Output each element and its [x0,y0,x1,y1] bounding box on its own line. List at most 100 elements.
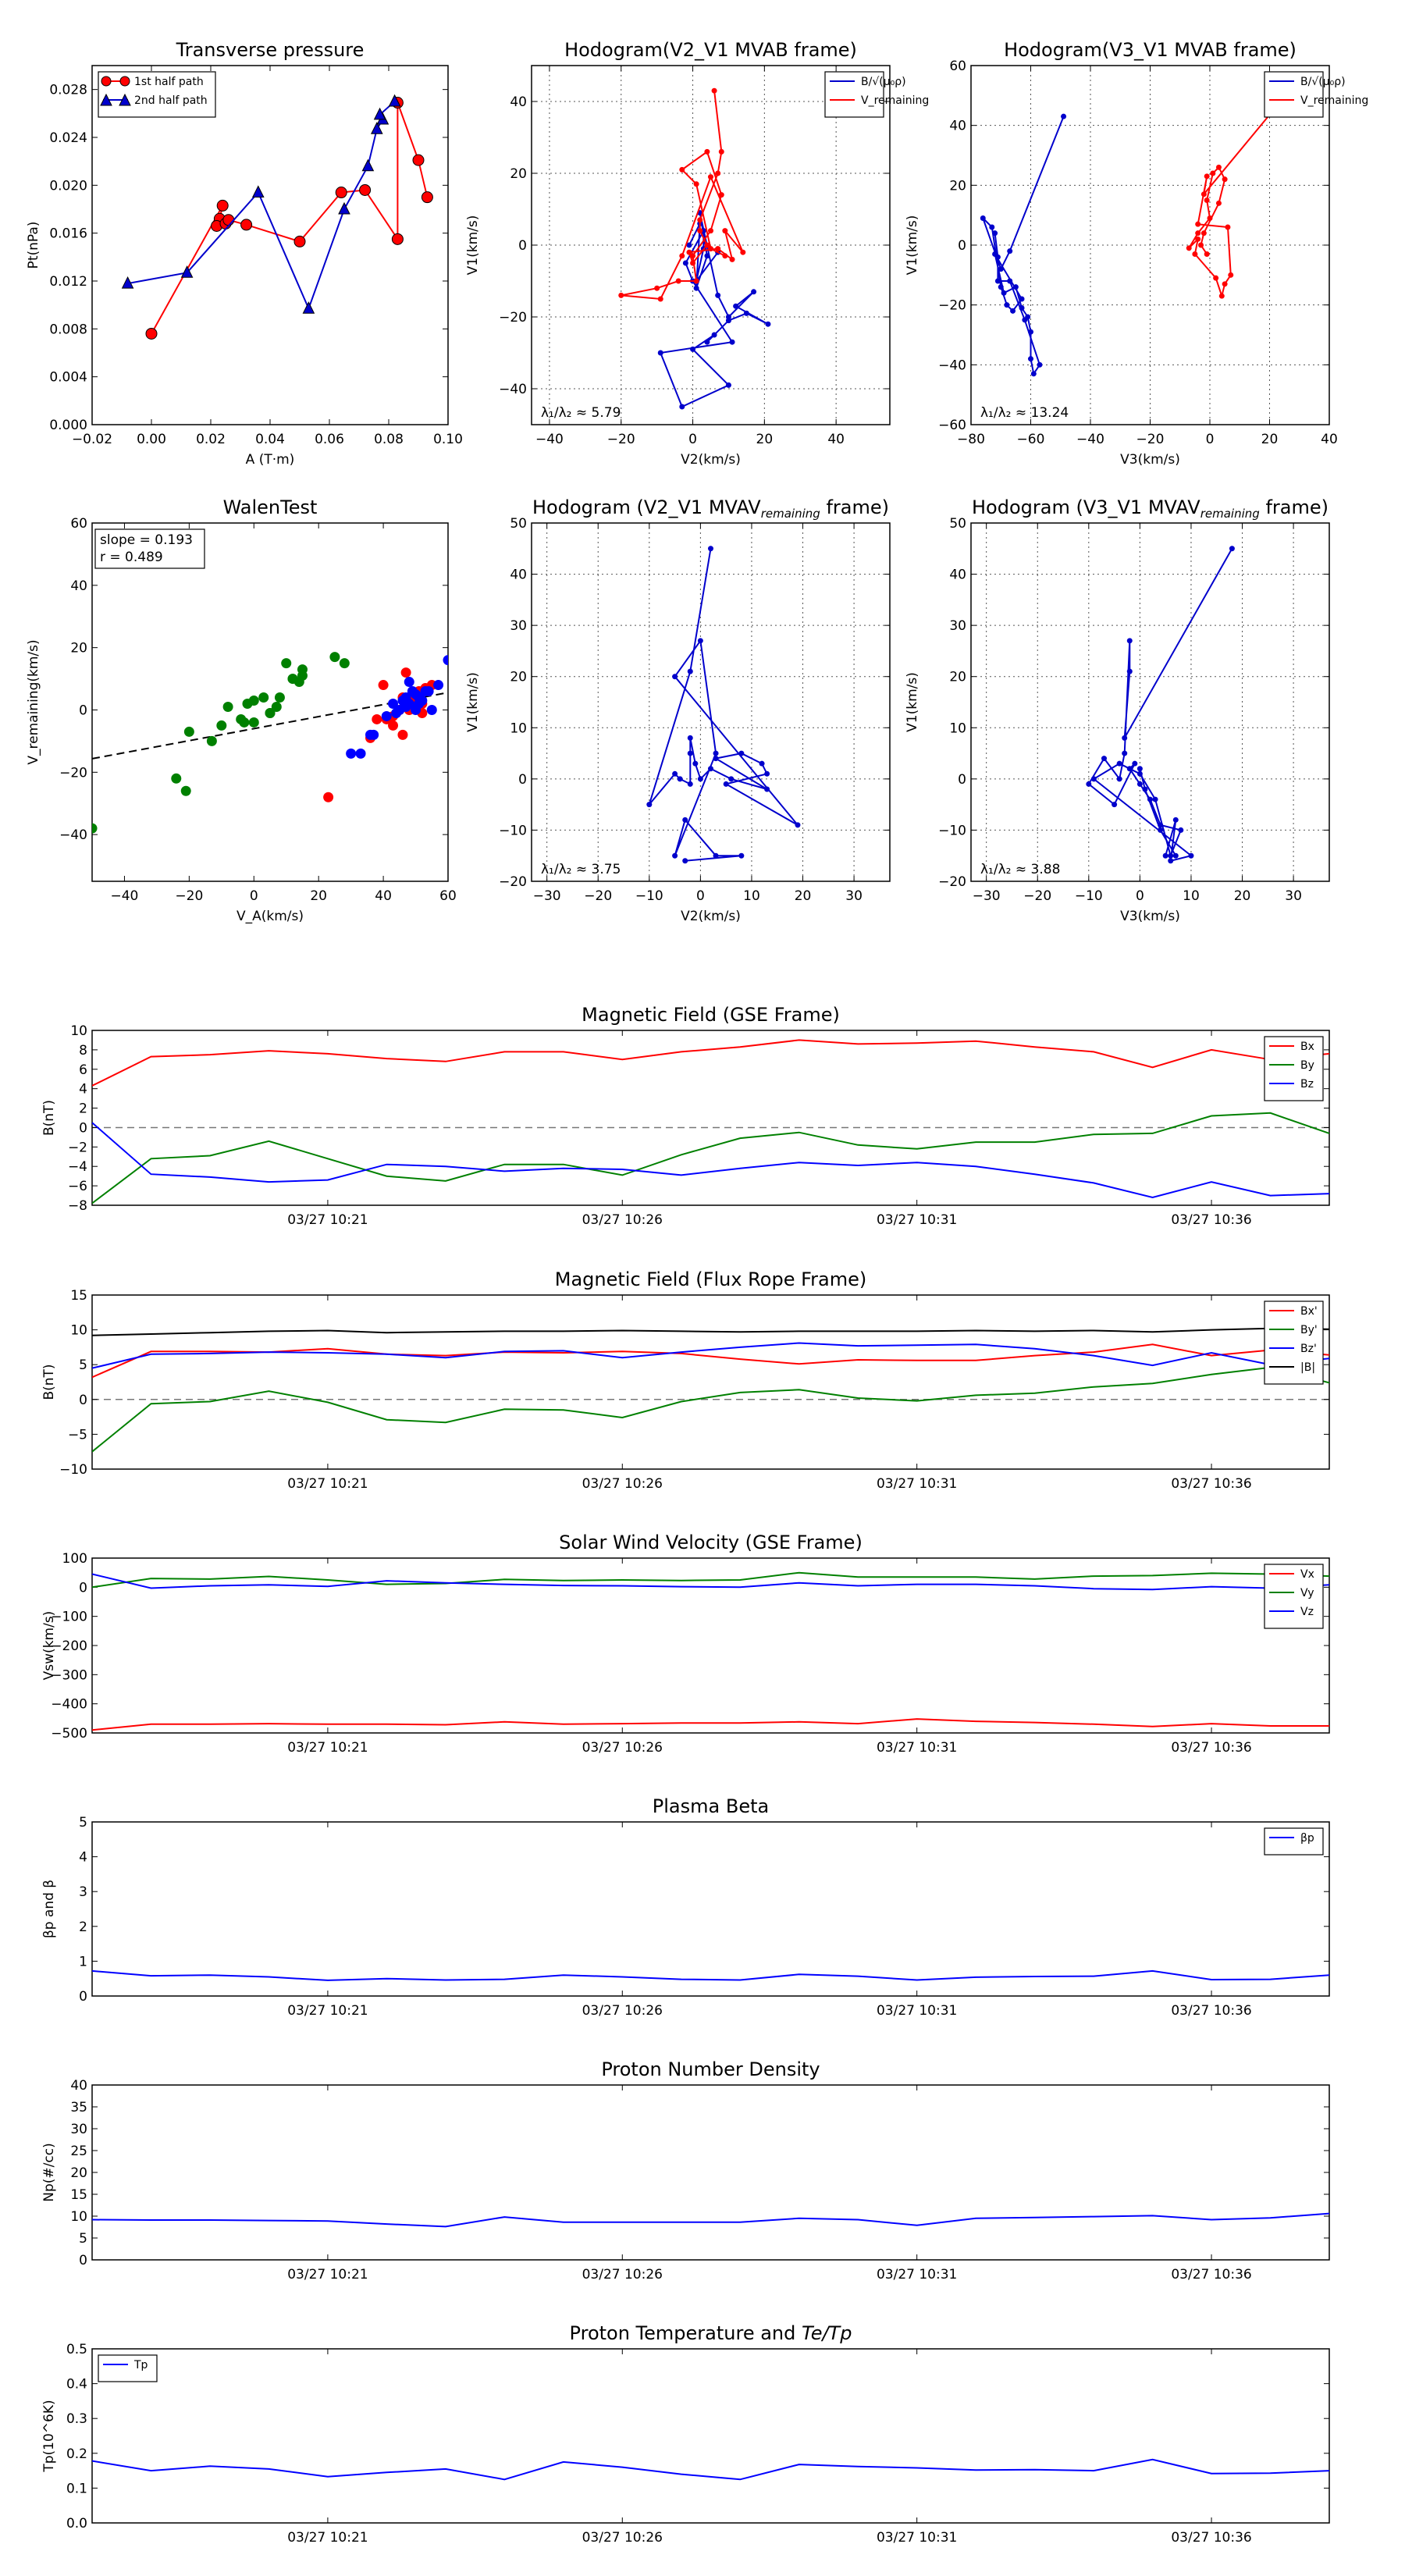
y-tick-label: 40 [70,2078,87,2094]
data-point [302,301,315,314]
x-tick-label: 03/27 10:21 [287,1476,368,1492]
series-vremaining [1186,105,1279,299]
series-line [151,102,429,334]
data-point [1147,796,1153,802]
y-tick-label: 25 [70,2144,87,2159]
data-point [677,776,683,782]
data-point [1019,305,1025,311]
data-point [1186,245,1192,251]
x-tick-label: −80 [957,432,985,447]
data-point [281,658,292,669]
data-point [1007,278,1013,284]
x-tick-label: −30 [533,888,561,904]
data-point [687,781,693,787]
y-tick-label: 6 [79,1062,87,1078]
data-point [1215,164,1222,170]
data-point [697,217,703,223]
legend-label: βp [1300,1832,1314,1845]
data-point [708,174,713,180]
data-point [751,289,757,295]
data-point [1229,546,1235,552]
data-point [715,292,721,298]
data-point [274,692,285,703]
x-tick-label: 0 [696,888,705,904]
data-point [443,655,448,666]
x-tick-label: 03/27 10:26 [582,2003,663,2019]
data-point [1204,173,1210,180]
data-point [682,260,688,266]
plot-area [92,2458,1329,2481]
legend: B/√(μ₀ρ) V_remaining [824,71,929,118]
data-point [795,822,801,828]
data-point [657,296,663,302]
x-tick-label: 0.00 [137,432,166,447]
x-tick-label: 03/27 10:26 [582,2267,663,2282]
data-point [372,713,382,724]
data-point [1001,290,1007,296]
y-tick-label: 0.0 [66,2516,87,2532]
data-point [1168,858,1174,864]
y-tick-label: 100 [62,1551,87,1567]
y-tick-label: 30 [510,618,527,634]
legend-frame [1264,1827,1324,1856]
data-point [743,310,749,316]
x-tick-label: 03/27 10:31 [877,1740,957,1756]
data-point [1195,221,1201,227]
data-point [426,704,437,715]
data-point [994,254,1001,260]
x-tick-label: 20 [756,432,774,447]
series-line [92,1039,1329,1087]
y-tick-label: 0.4 [66,2377,87,2393]
data-point [251,185,265,198]
series-b [92,1327,1329,1336]
x-tick-label: 0.06 [315,432,344,447]
data-point [248,717,259,728]
series-line [648,548,799,862]
y-tick-label: 0.012 [49,274,87,290]
y-axis-label: Vsw(km/s) [41,1611,57,1681]
y-tick-label: 5 [79,2231,87,2247]
axes-frame [91,1294,1330,1470]
y-tick-label: 10 [70,2209,87,2225]
ratio-annotation: λ₁/λ₂ ≈ 3.75 [541,862,621,877]
axes-frame [91,1030,1330,1206]
x-tick-label: 03/27 10:36 [1171,2003,1251,2019]
y-tick-label: 0.1 [66,2481,87,2496]
series-line [92,1327,1329,1336]
data-point [697,228,703,234]
chart-title: Hodogram (V2_V1 MVAVremaining frame) [532,496,889,521]
data-point [1178,827,1184,833]
series-line [92,1969,1329,1981]
chart-title: Hodogram(V2_V1 MVAB frame) [564,39,857,61]
data-point [704,253,710,259]
axes-frame [91,1557,1330,1734]
y-tick-label: 0 [518,772,527,788]
data-point [980,215,986,221]
data-point [373,107,386,120]
data-point [675,278,681,284]
data-point [1136,781,1143,787]
x-tick-label: −20 [607,432,635,447]
data-point [1228,272,1234,278]
data-point [740,249,746,255]
fit-annotation: slope = 0.193 r = 0.489 [94,528,205,569]
data-point [368,729,379,740]
series-bx [92,1039,1329,1087]
plasma-beta: 03/27 10:21 03/27 10:26 03/27 10:31 03/27 1… [41,1795,1330,2019]
x-tick-label: −20 [175,888,203,904]
axes-frame [531,522,891,882]
x-axis-label: V3(km/s) [1120,909,1180,924]
legend-frame [1264,1564,1324,1629]
x-tick-label: −20 [584,888,612,904]
x-tick-label: 03/27 10:26 [582,1212,663,1228]
data-point [679,166,685,173]
series-line [92,1122,1329,1199]
y-tick-label: 0 [79,2253,87,2268]
data-point [265,707,276,718]
legend: Bx' By' Bz' |B| [1264,1300,1324,1385]
data-point [1126,668,1133,674]
data-point [338,201,350,215]
x-axis-label: V3(km/s) [1120,452,1180,468]
data-point [994,278,1001,284]
axes-frame [91,65,449,425]
